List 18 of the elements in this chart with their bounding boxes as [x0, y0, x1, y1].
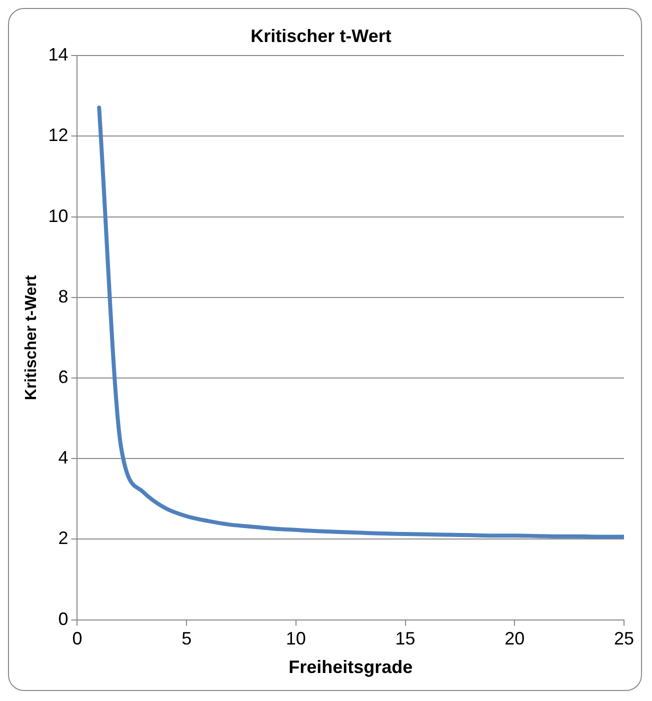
x-tick-label: 15 — [395, 628, 416, 649]
y-tick-label: 14 — [48, 44, 68, 65]
y-tick-label: 4 — [58, 448, 68, 468]
x-tick-label: 5 — [182, 628, 192, 649]
y-axis-title: Kritischer t-Wert — [23, 274, 40, 400]
y-tick-label: 0 — [58, 608, 68, 629]
x-tick-label: 25 — [614, 628, 634, 649]
line-series — [97, 106, 624, 539]
y-tick-label: 10 — [48, 206, 68, 226]
y-tick-label: 2 — [58, 528, 68, 548]
x-tick-label: 20 — [504, 628, 525, 649]
x-tick-label: 10 — [286, 628, 306, 649]
x-axis-title: Freiheitsgrade — [288, 657, 413, 678]
y-tick-label: 6 — [58, 366, 68, 387]
x-tick-label: 0 — [72, 628, 82, 649]
y-tick-label: 8 — [58, 286, 68, 306]
y-tick-label: 12 — [48, 125, 68, 146]
chart-title: Kritischer t-Wert — [250, 26, 392, 46]
